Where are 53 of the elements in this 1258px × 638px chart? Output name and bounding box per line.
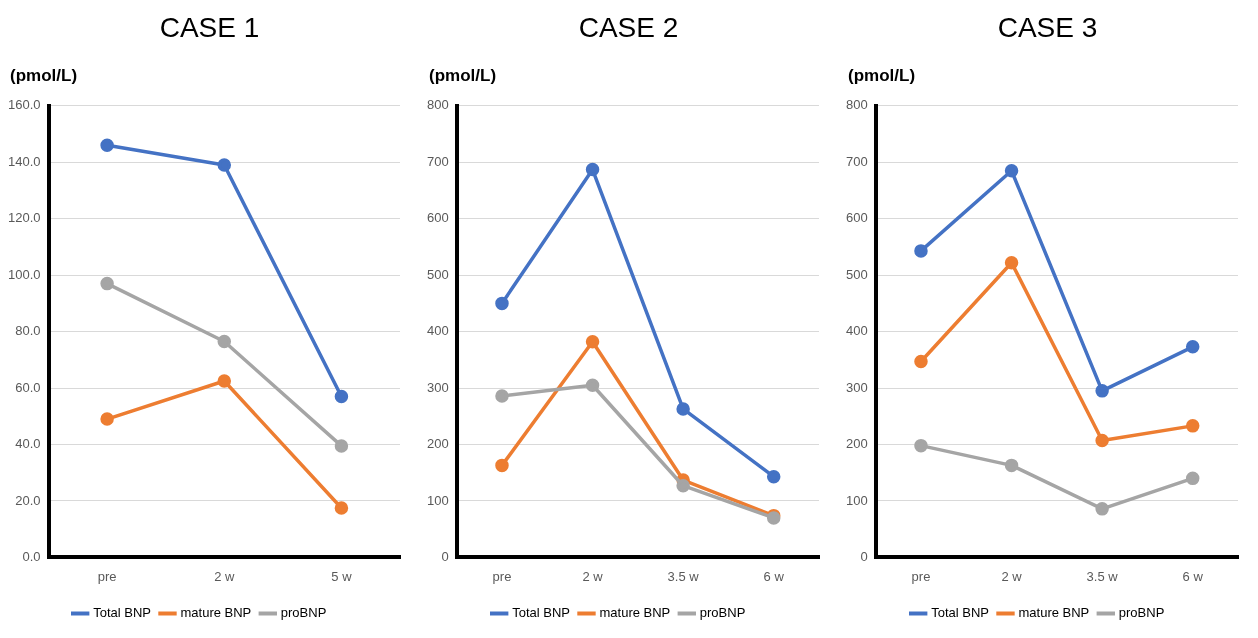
legend-label: proBNP (699, 605, 746, 621)
y-tick-label: 300 (426, 379, 449, 395)
legend-label: Total BNP (512, 605, 570, 621)
y-tick-label: 100 (845, 492, 868, 508)
chart-title: CASE 2 (577, 12, 680, 45)
y-tick-label: 500 (845, 266, 868, 282)
y-tick-label: 80.0 (15, 323, 41, 339)
y-tick-label: 20.0 (15, 492, 41, 508)
x-tick-label: pre (492, 568, 512, 584)
x-tick-label: pre (97, 568, 117, 584)
y-tick-label: 300 (845, 379, 868, 395)
x-tick-label: 2 w (214, 568, 235, 584)
y-tick-label: 400 (426, 323, 449, 339)
legend-label: proBNP (1118, 605, 1165, 621)
legend-label: mature BNP (1018, 605, 1090, 621)
y-tick-label: 500 (426, 266, 449, 282)
y-tick-label: 700 (845, 153, 868, 169)
y-tick-label: 0 (860, 548, 868, 564)
y-tick-label: 200 (426, 436, 449, 452)
legend-label: mature BNP (180, 605, 252, 621)
y-tick-label: 120.0 (7, 210, 41, 226)
y-tick-label: 700 (426, 153, 449, 169)
y-tick-label: 100.0 (7, 266, 41, 282)
legend-label: Total BNP (93, 605, 151, 621)
y-tick-label: 40.0 (15, 436, 41, 452)
y-axis-title: (pmol/L) (10, 66, 79, 86)
legend-label: Total BNP (931, 605, 989, 621)
y-tick-label: 600 (845, 210, 868, 226)
y-axis-title: (pmol/L) (429, 66, 498, 86)
y-tick-label: 60.0 (15, 379, 41, 395)
legend-label: mature BNP (599, 605, 671, 621)
y-tick-label: 100 (426, 492, 449, 508)
x-tick-label: 6 w (763, 568, 785, 584)
y-tick-label: 140.0 (7, 153, 41, 169)
y-tick-label: 800 (426, 97, 449, 113)
y-tick-label: 400 (845, 323, 868, 339)
x-tick-label: 3.5 w (667, 568, 700, 584)
x-tick-label: 2 w (1001, 568, 1023, 584)
x-tick-label: 3.5 w (1086, 568, 1119, 584)
y-tick-label: 0.0 (22, 548, 41, 564)
legend-label: proBNP (280, 605, 327, 621)
x-tick-label: pre (911, 568, 931, 584)
x-tick-label: 6 w (1182, 568, 1204, 584)
chart-title: CASE 3 (996, 12, 1099, 45)
y-tick-label: 0 (441, 548, 449, 564)
y-tick-label: 800 (845, 97, 868, 113)
y-tick-label: 160.0 (7, 97, 41, 113)
y-tick-label: 200 (845, 436, 868, 452)
x-tick-label: 2 w (582, 568, 604, 584)
y-axis-title: (pmol/L) (848, 66, 917, 86)
x-tick-label: 5 w (331, 568, 353, 584)
y-tick-label: 600 (426, 210, 449, 226)
chart-title: CASE 1 (158, 12, 261, 45)
